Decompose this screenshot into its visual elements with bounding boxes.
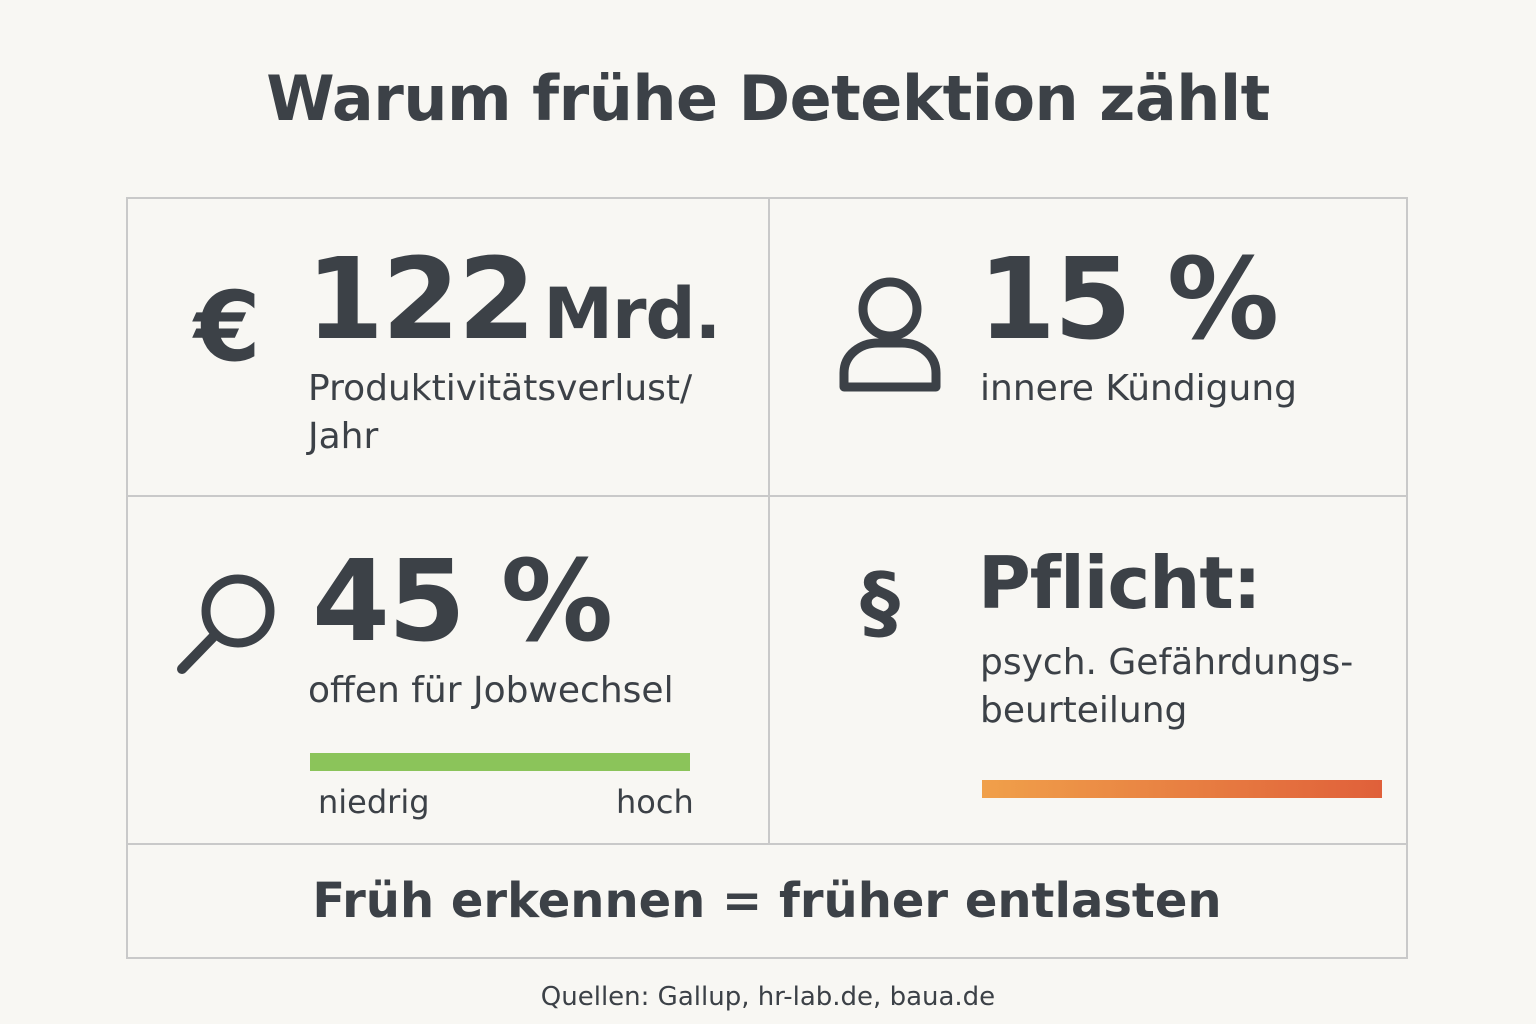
cost-label-line2: Jahr <box>308 416 379 457</box>
cost-value-row: 122 Mrd. <box>306 235 721 365</box>
duty-label-line1: psych. Gefährdungs- <box>980 642 1354 683</box>
jobchange-value: 45 % <box>312 537 613 667</box>
card-cost: € 122 Mrd. Produktivitätsverlust/ Jahr <box>128 199 768 495</box>
page-title: Warum frühe Detektion zählt <box>266 62 1270 135</box>
grid-divider-horizontal-bottom <box>128 843 1406 845</box>
duty-label: psych. Gefährdungs- beurteilung <box>980 639 1353 735</box>
magnifier-icon <box>177 574 275 674</box>
key-message: Früh erkennen = früher entlasten <box>312 873 1222 929</box>
scale-high-label: hoch <box>616 783 694 821</box>
euro-icon: € <box>194 271 261 383</box>
cost-label: Produktivitätsverlust/ Jahr <box>308 365 692 461</box>
card-inner-resignation: 15 % innere Kündigung <box>770 199 1408 495</box>
stats-grid: € 122 Mrd. Produktivitätsverlust/ Jahr 1… <box>126 197 1408 959</box>
cost-unit: Mrd. <box>543 273 721 355</box>
duty-label-line2: beurteilung <box>980 690 1188 731</box>
resignation-value: 15 % <box>978 235 1279 365</box>
cost-value: 122 <box>306 235 536 365</box>
grid-divider-horizontal-top <box>128 495 1406 497</box>
duty-gradient-bar <box>982 780 1382 798</box>
resignation-label: innere Kündigung <box>980 368 1298 409</box>
jobchange-label: offen für Jobwechsel <box>308 670 674 711</box>
cost-label-line1: Produktivitätsverlust/ <box>308 368 693 409</box>
card-jobchange: 45 % offen für Jobwechsel niedrig hoch <box>128 497 768 843</box>
sources-note: Quellen: Gallup, hr-lab.de, baua.de <box>540 982 996 1012</box>
duty-value: Pflicht: <box>978 541 1262 625</box>
grid-divider-vertical <box>768 199 770 845</box>
jobchange-scale-bar <box>310 753 690 771</box>
card-legal-duty: § Pflicht: psych. Gefährdungs- beurteilu… <box>770 497 1408 843</box>
paragraph-icon: § <box>860 556 900 649</box>
scale-low-label: niedrig <box>318 783 430 821</box>
person-icon <box>839 277 941 392</box>
